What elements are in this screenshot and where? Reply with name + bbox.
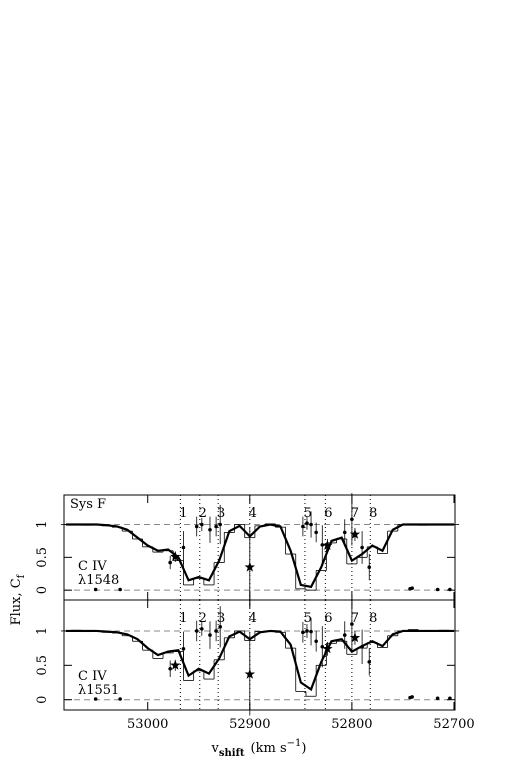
point <box>367 565 372 569</box>
component-label: 6 <box>324 506 332 521</box>
point <box>200 627 204 631</box>
star-point <box>349 632 361 643</box>
star-point <box>244 561 256 572</box>
point <box>301 630 305 635</box>
component-label: 7 <box>351 611 359 626</box>
y-tick-label: 1 <box>35 520 50 528</box>
y-tick-label: 0 <box>35 696 50 704</box>
point <box>360 545 364 550</box>
panel-frame <box>63 494 456 601</box>
point <box>309 629 313 634</box>
point <box>214 629 218 633</box>
point <box>448 696 452 701</box>
point <box>218 625 222 629</box>
point <box>218 522 222 527</box>
point <box>350 517 354 522</box>
point <box>410 586 414 590</box>
point <box>360 644 364 649</box>
component-label: 8 <box>369 506 377 521</box>
star-point <box>244 668 256 679</box>
point <box>309 522 313 527</box>
point <box>305 629 309 633</box>
point <box>194 629 199 633</box>
component-label: 2 <box>199 611 207 626</box>
point <box>208 633 212 637</box>
y-tick-label: 0.5 <box>35 655 50 676</box>
point <box>214 524 218 529</box>
model-line <box>66 629 454 692</box>
component-label: 6 <box>324 611 332 626</box>
y-tick-label: 1 <box>35 627 50 635</box>
point <box>342 633 347 637</box>
point <box>350 622 354 626</box>
y-label-sub: f <box>16 573 27 578</box>
point <box>194 524 199 529</box>
panel-label: λ1551 <box>78 683 119 698</box>
star-point <box>170 551 181 562</box>
point <box>410 695 414 699</box>
point <box>367 660 372 664</box>
x-tick-label: 53000 <box>127 717 168 732</box>
point <box>301 524 305 529</box>
x-label-sub: shift <box>219 748 245 759</box>
point <box>118 587 122 592</box>
component-label: 5 <box>304 506 312 521</box>
x-label-unit: (km s <box>251 741 287 756</box>
model-line <box>66 523 454 589</box>
point <box>93 587 98 592</box>
x-label-close: ) <box>301 741 306 756</box>
component-label: 4 <box>249 611 257 626</box>
component-label: 2 <box>199 506 207 521</box>
point <box>168 666 172 671</box>
y-tick-label: 0 <box>35 586 50 594</box>
component-label: 1 <box>179 506 187 521</box>
point <box>208 527 212 532</box>
panel-label: C IV <box>78 559 107 574</box>
point <box>200 522 204 527</box>
panel-frame <box>63 599 456 711</box>
component-label: 3 <box>217 506 225 521</box>
x-tick-label: 52900 <box>229 717 270 732</box>
x-tick-label: 52700 <box>433 717 474 732</box>
point <box>314 530 318 535</box>
y-label-main: Flux, C <box>9 578 24 625</box>
component-label: 4 <box>249 506 257 521</box>
component-label: 1 <box>179 611 187 626</box>
star-point <box>322 643 333 654</box>
star-point <box>349 528 361 539</box>
y-tick-label: 0.5 <box>35 547 50 568</box>
x-axis-label: vshift (km s−1) <box>211 738 307 759</box>
point <box>168 560 172 565</box>
component-label: 8 <box>369 611 377 626</box>
point <box>448 587 452 592</box>
panel-label: λ1548 <box>78 573 119 588</box>
component-label: 7 <box>351 506 359 521</box>
point <box>314 639 318 644</box>
star-point <box>170 659 181 670</box>
x-label-sup: −1 <box>287 738 302 749</box>
point <box>93 697 98 701</box>
point <box>305 521 309 526</box>
star-point <box>322 540 333 550</box>
point <box>181 545 186 550</box>
point <box>435 587 440 592</box>
component-label: 5 <box>304 611 312 626</box>
point <box>342 530 347 535</box>
y-axis-label: Flux, Cf <box>9 573 27 625</box>
point <box>181 647 186 651</box>
x-tick-label: 52800 <box>331 717 372 732</box>
point <box>118 697 122 701</box>
point <box>435 696 440 701</box>
x-label-main: v <box>211 741 220 756</box>
component-label: 3 <box>217 611 225 626</box>
panel-label: Sys F <box>70 497 106 512</box>
panel-label: C IV <box>78 669 107 684</box>
